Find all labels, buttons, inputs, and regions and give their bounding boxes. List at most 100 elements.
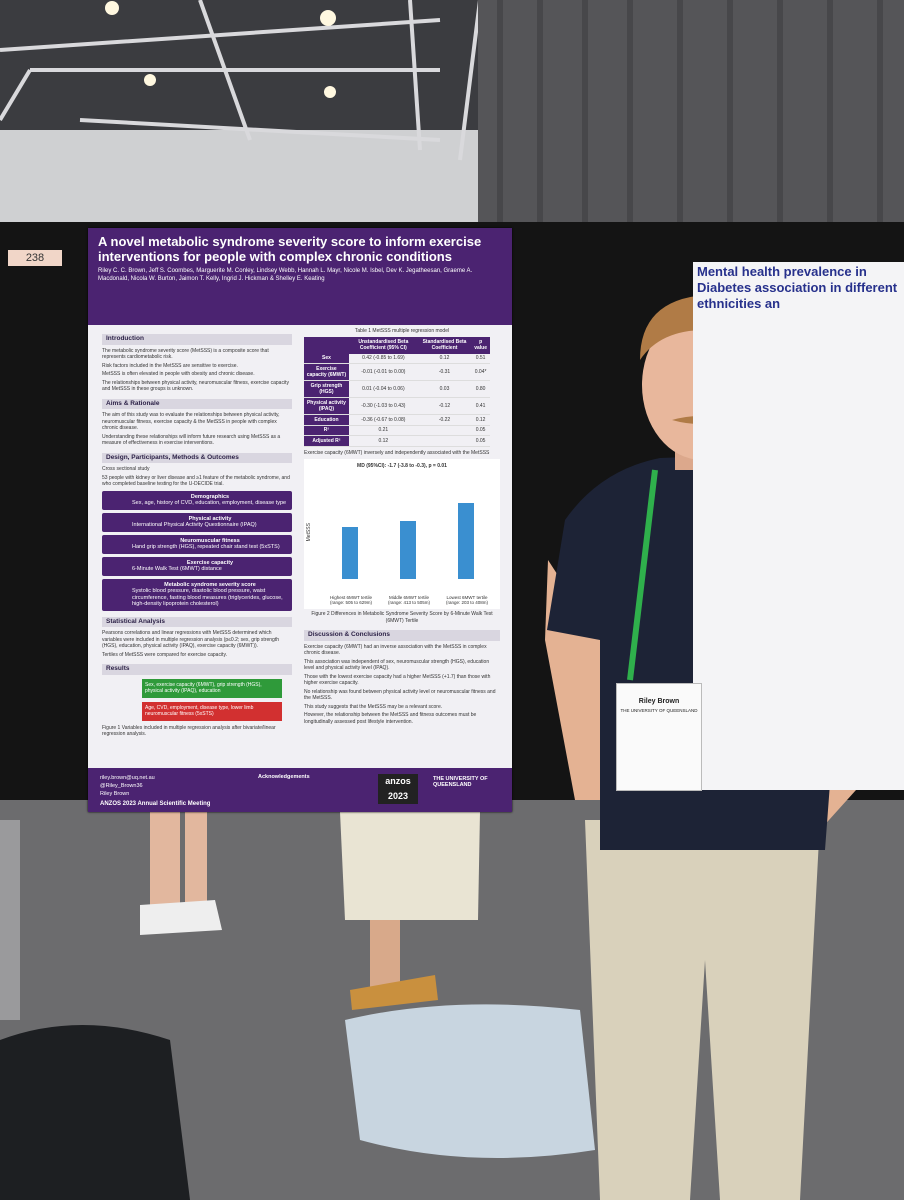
poster-footer: riley.brown@uq.net.au @Riley_Brown36 Riley… [88, 768, 512, 812]
curtain-folds [497, 0, 883, 262]
section-text: Cross sectional study [102, 466, 150, 472]
neighbor-poster: Mental health prevalence in Diabetes ass… [693, 262, 904, 790]
method-title: Demographics [190, 493, 230, 500]
poster-title: A novel metabolic syndrome severity scor… [98, 234, 482, 264]
table-cell: Education [304, 414, 349, 426]
anzos-logo: anzos 2023 [378, 774, 418, 804]
table-cell: 0.01 (-0.04 to 0.06) [348, 380, 418, 398]
section-text: Understanding these relationships will i… [102, 433, 281, 447]
figure-group-label: Highest 6MWT tertile (range: 505 to 629m… [329, 595, 373, 605]
method-box: Exercise capacity 6-Minute Walk Test (6MW… [102, 556, 292, 576]
table-cell: 0.41 [471, 397, 490, 415]
table-cell: Exercise capacity (6MWT) [304, 363, 349, 381]
table-cell: 0.05 [471, 435, 490, 447]
contact-item: riley.brown@uq.net.au [100, 775, 155, 781]
figure-group-label: Lowest 6MWT tertile (range: 203 to 408m) [445, 595, 489, 605]
truss [0, 0, 482, 161]
figure-bar [342, 527, 358, 579]
table-row: Grip strength (HGS) 0.01 (-0.04 to 0.06) 0… [304, 380, 490, 398]
table-cell: Physical activity (IPAQ) [304, 397, 349, 415]
table-cell: 0.21 [348, 425, 418, 436]
table-cell: Sex [304, 353, 349, 364]
table-cell: -0.30 (-1.03 to 0.43) [348, 397, 418, 415]
table-cell: 0.12 [417, 353, 472, 364]
section-text: Exercise capacity (6MWT) had an inverse … [304, 643, 487, 657]
poster: A novel metabolic syndrome severity scor… [88, 228, 512, 812]
section-text: Risk factors included in the MetSSS are … [102, 362, 238, 369]
method-text: 6-Minute Walk Test (6MWT) distance [132, 566, 222, 572]
method-title: Exercise capacity [186, 559, 234, 566]
method-text: Sex, age, history of CVD, education, emp… [132, 500, 287, 506]
poster-header: A novel metabolic syndrome severity scor… [88, 228, 512, 325]
table-cell: 0.05 [471, 425, 490, 436]
table-header-cell [304, 336, 349, 354]
method-box: Metabolic syndrome severity score Systoli… [102, 578, 292, 611]
result-positive: Sex, exercise capacity (6MWT), grip stre… [142, 678, 282, 698]
method-text: Hand grip strength (HGS), repeated chair… [132, 544, 280, 550]
method-box: Physical activity International Physical … [102, 512, 292, 532]
table-header-cell: p value [471, 336, 490, 354]
section-heading: Design, Participants, Methods & Outcomes [102, 452, 292, 463]
table-cell: 0.80 [471, 380, 490, 398]
table-row: Sex 0.42 (-0.85 to 1.69) 0.12 0.51 [304, 353, 490, 364]
name-badge: Riley Brown THE UNIVERSITY OF QUEENSLAND [616, 683, 702, 791]
section-heading: Aims & Rationale [102, 398, 292, 409]
table-header-cell: Unstandardised Beta Coefficient (95% CI) [348, 336, 418, 354]
section-text: Those with the lowest exercise capacity … [304, 673, 491, 687]
table-row: Exercise capacity (6MWT) -0.01 (-0.01 to … [304, 363, 490, 381]
method-box: Neuromuscular fitness Hand grip strength … [102, 534, 292, 554]
table-cell: 0.04* [471, 363, 490, 381]
section-text: The relationships between physical activ… [102, 379, 289, 393]
figure-note: MD (95%CI): -1.7 (-3.8 to -0.3), p = 0.0… [357, 463, 447, 469]
badge-affiliation: THE UNIVERSITY OF QUEENSLAND [620, 708, 698, 713]
badge-name: Riley Brown [638, 698, 680, 705]
table-cell: 0.12 [471, 414, 490, 426]
table-note: Exercise capacity (6MWT) inversely and i… [304, 449, 490, 456]
wall [0, 130, 480, 230]
section-text: This association was independent of sex,… [304, 658, 490, 672]
table-row: Adjusted R² 0.12 0.05 [304, 435, 490, 447]
table-cell: -0.12 [417, 397, 472, 415]
figure-bar [400, 521, 416, 579]
figure-caption: Figure 2 Differences in Metabolic Syndro… [311, 611, 493, 624]
method-text: Systolic blood pressure, diastolic blood… [132, 588, 283, 607]
poster-authors: Riley C. C. Brown, Jeff S. Coombes, Marg… [98, 268, 473, 282]
section-heading: Results [102, 664, 292, 675]
table-row: Education -0.36 (-0.67 to 0.08) -0.22 0.12 [304, 414, 490, 426]
table-cell [417, 435, 472, 447]
section-text: The metabolic syndrome severity score (M… [102, 347, 269, 361]
result-negative: Age, CVD, employment, disease type, lowe… [142, 701, 282, 721]
table-cell: -0.01 (-0.01 to 0.00) [348, 363, 418, 381]
table-row: R² 0.21 0.05 [304, 425, 490, 436]
acknowledgements: Acknowledgements [258, 774, 310, 780]
denim-jacket [345, 1004, 595, 1158]
table-cell: 0.42 (-0.85 to 1.69) [348, 353, 418, 364]
figure: MD (95%CI): -1.7 (-3.8 to -0.3), p = 0.0… [304, 459, 500, 609]
table-cell: R² [304, 425, 349, 436]
passerby-legs [140, 812, 480, 1010]
contact-item: @Riley_Brown36 [100, 783, 143, 789]
table-cell: Adjusted R² [304, 435, 349, 447]
table-cell [417, 425, 472, 436]
table-cell: 0.03 [417, 380, 472, 398]
method-title: Neuromuscular fitness [180, 537, 240, 544]
figure-axis: MetSSS [305, 523, 312, 542]
section-heading: Discussion & Conclusions [304, 630, 500, 641]
section-text: No relationship was found between physic… [304, 688, 496, 702]
section-text: The aim of this study was to evaluate th… [102, 412, 280, 431]
section-text: Pearsons correlations and linear regress… [102, 630, 279, 649]
method-title: Metabolic syndrome severity score [164, 581, 256, 588]
board-stand [0, 820, 20, 1020]
table-cell: 0.51 [471, 353, 490, 364]
backpack [0, 1025, 190, 1200]
meeting: ANZOS 2023 Annual Scientific Meeting [100, 801, 211, 807]
right-column: Table 1 MetSSS multiple regression model… [304, 328, 500, 727]
section-text: 53 people with kidney or liver disease a… [102, 474, 290, 488]
table-caption: Table 1 MetSSS multiple regression model [354, 328, 450, 334]
method-text: International Physical Activity Question… [132, 522, 257, 528]
ceiling-lights [105, 1, 336, 98]
contact: riley.brown@uq.net.au @Riley_Brown36 Riley… [100, 774, 220, 798]
section-text: This study suggests that the MetSSS may … [304, 703, 443, 710]
section-text: Tertiles of MetSSS were compared for exe… [102, 651, 227, 658]
